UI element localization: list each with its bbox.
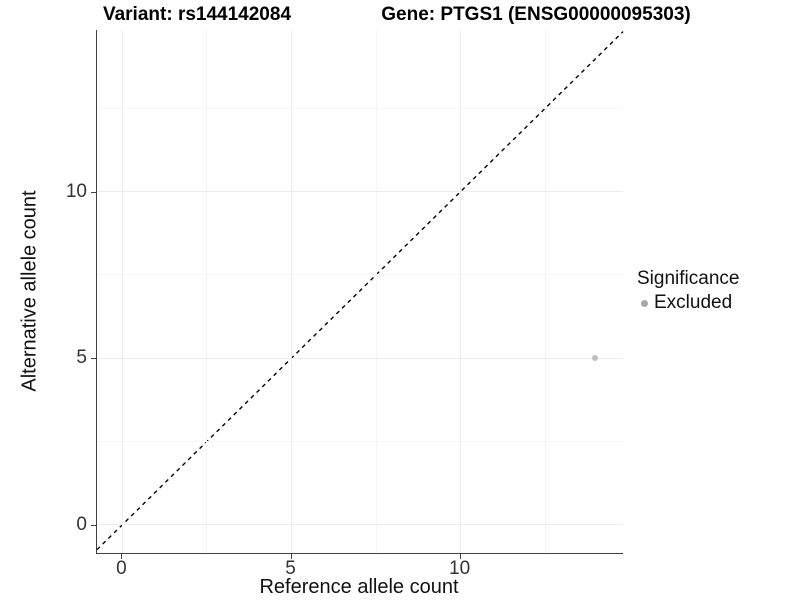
x-tick-label: 0 (116, 558, 127, 579)
legend-entry-excluded: Excluded (637, 292, 739, 314)
x-tick (121, 554, 123, 559)
x-gridline-major (291, 30, 292, 553)
variant-title: Variant: rs144142084 (102, 4, 292, 25)
y-gridline-major (97, 191, 623, 193)
x-gridline-minor (206, 30, 208, 553)
legend-entry-label: Excluded (654, 292, 733, 313)
y-tick (91, 524, 96, 526)
x-gridline-major (460, 30, 462, 553)
x-axis-title: Reference allele count (259, 576, 459, 598)
x-tick-label: 10 (449, 558, 471, 579)
gene-title: Gene: PTGS1 (ENSG00000095303) (381, 4, 691, 25)
identity-dashed-line (96, 31, 624, 551)
y-axis-title: Alternative allele count (18, 190, 41, 392)
x-gridline-minor (375, 30, 377, 553)
y-gridline-minor (97, 107, 623, 109)
x-tick (459, 554, 461, 559)
data-point (591, 355, 598, 362)
y-tick-label: 10 (65, 180, 87, 202)
plot-panel (96, 30, 624, 554)
y-gridline-minor (97, 440, 623, 442)
x-tick-label: 5 (285, 558, 296, 579)
y-tick (91, 191, 96, 193)
identity-line-layer (96, 31, 624, 551)
y-tick (91, 358, 96, 360)
y-tick-label: 0 (76, 513, 87, 535)
legend: Significance Excluded (637, 268, 739, 314)
x-tick (290, 554, 292, 559)
legend-title: Significance (637, 268, 740, 289)
legend-point-icon (641, 299, 648, 307)
y-gridline-major (97, 524, 623, 526)
y-gridline-major (97, 357, 623, 359)
x-gridline-minor (544, 30, 546, 553)
x-gridline-major (121, 30, 123, 553)
y-tick-label: 5 (76, 347, 87, 369)
y-gridline-minor (97, 274, 623, 276)
